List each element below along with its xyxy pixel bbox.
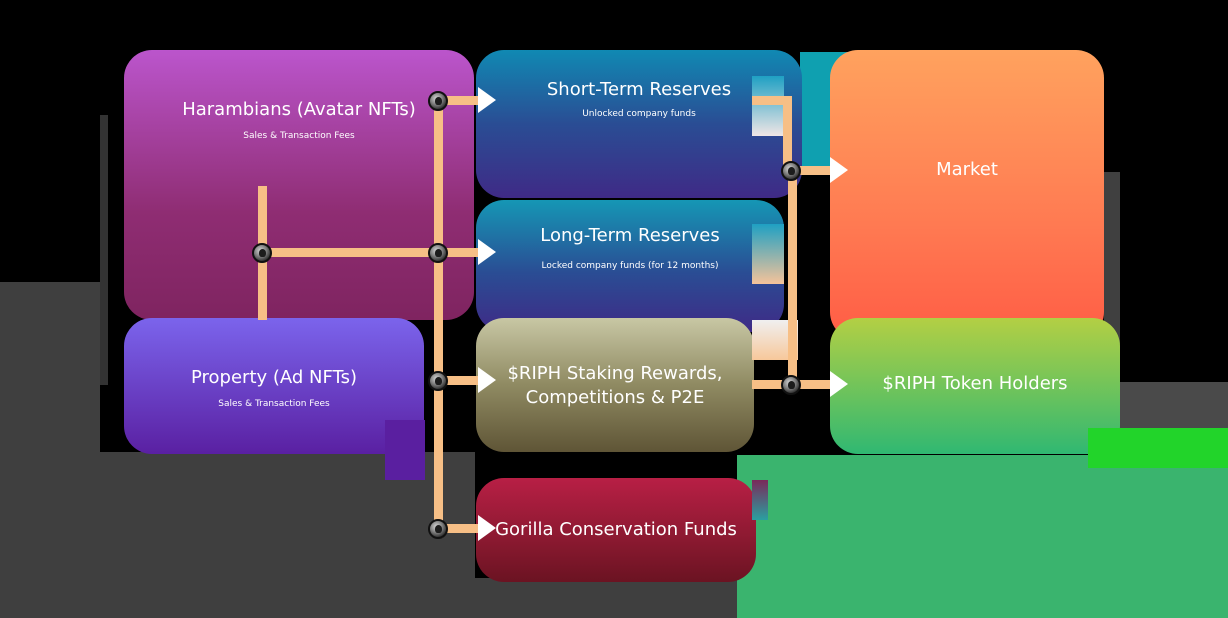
short-term-title: Short-Term Reserves xyxy=(546,79,732,100)
connector-to-market xyxy=(788,166,832,175)
long-term-subtitle: Locked company funds (for 12 months) xyxy=(541,261,719,271)
arrow-short-term xyxy=(478,87,496,113)
token-holders-box: $RIPH Token Holders xyxy=(830,318,1120,454)
backdrop-block-right-2 xyxy=(1104,382,1228,428)
gorilla-coin-icon xyxy=(781,161,801,181)
gorilla-coin-icon xyxy=(428,371,448,391)
long-term-reserves-box: Long-Term Reserves Locked company funds … xyxy=(476,200,784,332)
connector-right-trunk xyxy=(788,166,797,386)
harambians-title: Harambians (Avatar NFTs) xyxy=(182,99,416,120)
connector-short-term-out xyxy=(752,96,792,105)
backdrop-block-left xyxy=(0,282,100,618)
arrow-holders xyxy=(830,371,848,397)
gorilla-title: Gorilla Conservation Funds xyxy=(495,519,737,540)
property-subtitle: Sales & Transaction Fees xyxy=(218,399,330,409)
connector-to-gorilla xyxy=(434,524,480,533)
harambians-subtitle: Sales & Transaction Fees xyxy=(243,131,355,141)
arrow-market xyxy=(830,157,848,183)
arrow-long-term xyxy=(478,239,496,265)
connector-to-staking xyxy=(434,376,480,385)
connector-to-long-term xyxy=(434,248,480,257)
staking-title-line1: $RIPH Staking Rewards, xyxy=(507,363,723,384)
arrow-gorilla xyxy=(478,515,496,541)
gorilla-coin-icon xyxy=(781,375,801,395)
market-box: Market xyxy=(830,50,1104,340)
backdrop-block-bottom-mid xyxy=(475,578,737,618)
connector-harambians-join xyxy=(262,248,438,257)
connector-to-short-term xyxy=(434,96,480,105)
property-box: Property (Ad NFTs) Sales & Transaction F… xyxy=(124,318,424,454)
short-term-reserves-box: Short-Term Reserves Unlocked company fun… xyxy=(476,50,802,198)
gorilla-coin-icon xyxy=(428,243,448,263)
gorilla-conservation-box: Gorilla Conservation Funds xyxy=(476,478,756,582)
stub-gorilla xyxy=(752,480,768,520)
stub-short-term xyxy=(752,76,784,136)
backdrop-bracket-left xyxy=(100,115,108,385)
market-title: Market xyxy=(936,159,998,180)
harambians-box: Harambians (Avatar NFTs) Sales & Transac… xyxy=(124,50,474,320)
gorilla-coin-icon xyxy=(252,243,272,263)
property-title: Property (Ad NFTs) xyxy=(191,367,357,388)
staking-title-line2: Competitions & P2E xyxy=(525,387,705,408)
long-term-title: Long-Term Reserves xyxy=(540,225,720,246)
connector-main-trunk xyxy=(434,96,443,538)
short-term-subtitle: Unlocked company funds xyxy=(582,109,696,119)
connector-to-holders xyxy=(788,380,832,389)
token-holders-accent xyxy=(1088,428,1228,468)
connector-staking-out xyxy=(752,380,792,389)
connector-short-term-drop xyxy=(783,96,792,170)
staking-rewards-box: $RIPH Staking Rewards, Competitions & P2… xyxy=(476,318,754,452)
token-holders-title: $RIPH Token Holders xyxy=(882,373,1068,394)
arrow-staking xyxy=(478,367,496,393)
stub-long-term xyxy=(752,224,784,284)
backdrop-block-bottom-right xyxy=(737,455,1228,618)
gorilla-coin-icon xyxy=(428,91,448,111)
gorilla-coin-icon xyxy=(428,519,448,539)
property-box-tail xyxy=(385,420,425,480)
